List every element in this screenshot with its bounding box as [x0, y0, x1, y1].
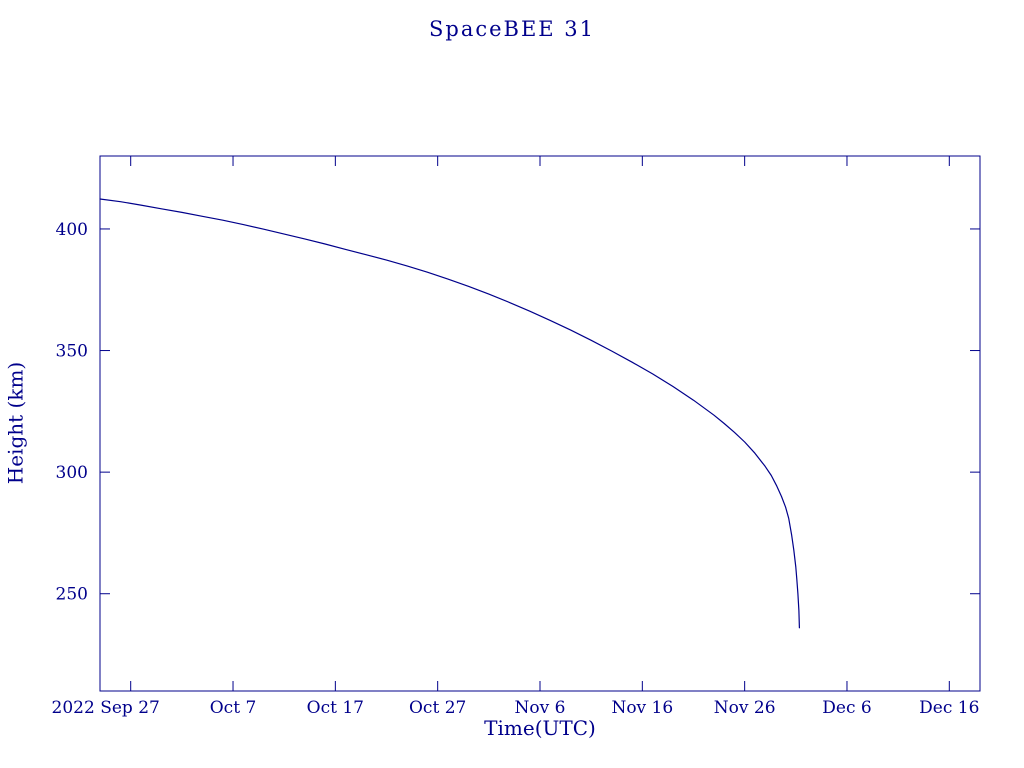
y-tick-label: 350: [56, 342, 88, 362]
y-tick-label: 250: [56, 585, 88, 605]
height-curve: [99, 198, 801, 629]
x-tick-label: Dec 6: [822, 698, 871, 718]
x-tick-label: Nov 16: [611, 698, 673, 718]
x-tick-label: Oct 7: [210, 698, 257, 718]
plot-box: [99, 155, 981, 692]
x-tick-label: Nov 26: [714, 698, 776, 718]
y-tick-label: 400: [56, 220, 88, 240]
x-tick-label: Oct 27: [409, 698, 466, 718]
x-tick-label: 2022 Sep 27: [52, 698, 160, 718]
x-axis-label: Time(UTC): [484, 716, 596, 740]
y-tick-label: 300: [56, 463, 88, 483]
y-axis-label: Height (km): [3, 361, 28, 485]
chart-title: SpaceBEE 31: [428, 17, 596, 41]
x-tick-label: Dec 16: [919, 698, 979, 718]
x-tick-label: Oct 17: [307, 698, 364, 718]
x-tick-label: Nov 6: [515, 698, 566, 718]
